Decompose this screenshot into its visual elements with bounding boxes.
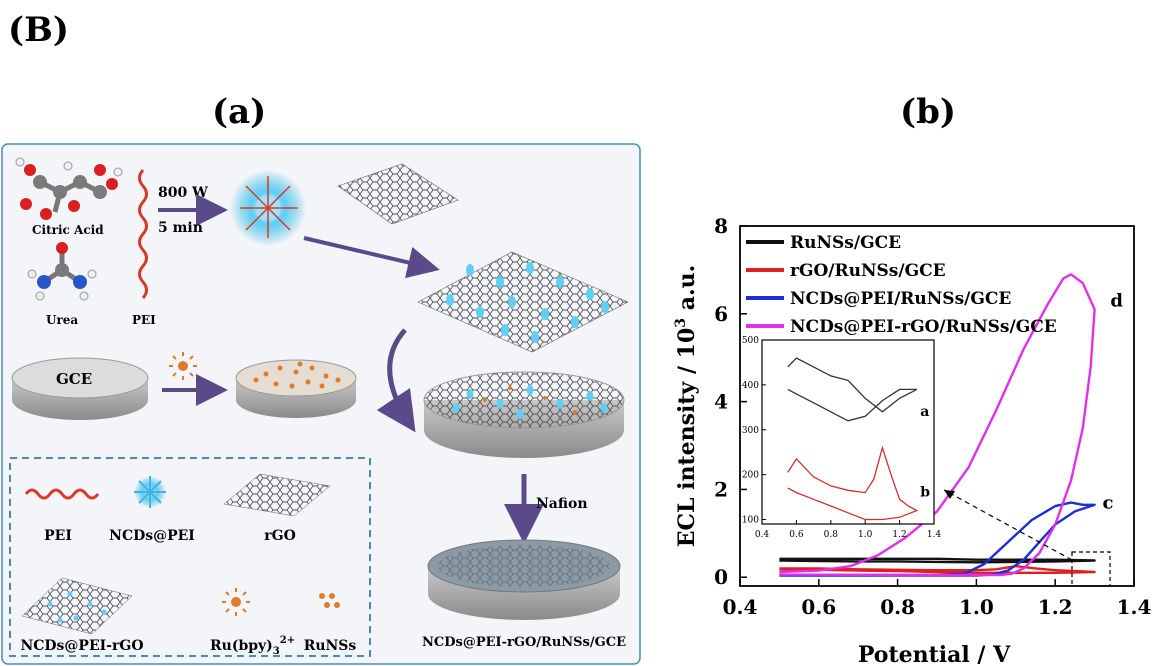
- curved-arrow-icon: [376, 328, 416, 433]
- y-axis: 0 2 4 6 8: [714, 214, 747, 589]
- panel-a-label: (a): [212, 92, 267, 132]
- y-tick-label: 2: [714, 477, 728, 501]
- gce-electrode-icon: [11, 357, 149, 420]
- inset-y-tick-label: 400: [742, 381, 759, 391]
- y-tick-label: 8: [714, 214, 728, 238]
- legend-runss-icon: [319, 593, 340, 608]
- y-tick-label: 0: [714, 565, 728, 589]
- pei-label: PEI: [132, 313, 156, 327]
- x-tick-label: 0.4: [723, 595, 758, 619]
- legend-ncds-pei-rgo-icon: [21, 577, 133, 635]
- rgo-sheet-icon: [337, 163, 459, 225]
- legend-ru-bpy-icon: [222, 588, 250, 616]
- inset-x-tick-label: 0.6: [789, 530, 804, 540]
- inset-x-tick-label: 1.0: [858, 530, 873, 540]
- legend-entry: NCDs@PEI-rGO/RuNSs/GCE: [790, 317, 1057, 337]
- y-axis-label: ECL intensity / 103 a.u.: [673, 265, 700, 548]
- curve-label-c: c: [1102, 493, 1113, 514]
- inset-x-tick-label: 0.4: [755, 530, 770, 540]
- y-tick-label: 6: [714, 302, 728, 326]
- inset-frame: [761, 339, 935, 525]
- zoom-region-box: [1071, 551, 1111, 587]
- citric-acid-label: Citric Acid: [32, 223, 104, 237]
- series-line-b: [779, 565, 1096, 574]
- x-tick-label: 1.2: [1038, 595, 1073, 619]
- runss-gce-electrode-icon: [235, 359, 357, 418]
- chart-legend: RuNSs/GCE rGO/RuNSs/GCE NCDs@PEI/RuNSs/GCE…: [746, 233, 1057, 337]
- curve-label-d: d: [1110, 291, 1123, 312]
- inset-y-tick-label: 300: [742, 426, 759, 436]
- x-axis-label: Potential / V: [858, 642, 1011, 666]
- series-line-d: [779, 273, 1096, 577]
- legend-ru-bpy-label: Ru(bpy)32+: [210, 635, 295, 657]
- legend-entry: RuNSs/GCE: [790, 233, 901, 253]
- inset-x-tick-label: 1.4: [927, 530, 942, 540]
- x-tick-label: 0.6: [801, 595, 836, 619]
- citric-acid-molecule-icon: [15, 157, 123, 220]
- inset-y-tick-label: 100: [742, 516, 759, 526]
- legend-ncds-pei-icon: [134, 476, 166, 508]
- inset-plot: 0.4 0.6 0.8 1.0 1.2 1.4 100 200 300 400 500 a b: [742, 336, 942, 540]
- ru-bpy-sun-icon: [169, 352, 197, 380]
- series-group: [779, 273, 1096, 577]
- inset-series-line-a: [787, 357, 918, 422]
- legend-box: [9, 457, 371, 657]
- final-electrode-icon: [427, 539, 621, 620]
- zoom-arrowhead-icon: [944, 490, 955, 499]
- time-label: 5 min: [158, 220, 203, 236]
- x-tick-label: 0.8: [880, 595, 915, 619]
- urea-label: Urea: [46, 313, 78, 327]
- legend-rgo-label: rGO: [264, 528, 296, 544]
- y-tick-label: 4: [714, 390, 728, 414]
- legend-entry: NCDs@PEI/RuNSs/GCE: [790, 289, 1011, 309]
- zoom-arrow-icon: [943, 489, 1073, 561]
- legend-entry: rGO/RuNSs/GCE: [790, 261, 946, 281]
- ecl-chart: 0.4 0.6 0.8 1.0 1.2 1.4 0 2 4 6 8 Potential / V E…: [673, 214, 1152, 666]
- final-electrode-label: NCDs@PEI-rGO/RuNSs/GCE: [422, 635, 626, 650]
- ncds-pei-particle-icon: [230, 170, 306, 246]
- ncds-pei-rgo-sheet-icon: [417, 251, 629, 353]
- figure-label: (B): [8, 10, 69, 50]
- legend-pei-label: PEI: [44, 528, 72, 544]
- legend-ncds-pei-rgo-label: NCDs@PEI-rGO: [20, 638, 143, 654]
- x-axis: 0.4 0.6 0.8 1.0 1.2 1.4: [723, 579, 1152, 619]
- power-label: 800 W: [158, 185, 208, 201]
- nafion-label: Nafion: [536, 496, 588, 512]
- legend-runss-label: RuNSs: [304, 638, 357, 654]
- gce-label: GCE: [56, 370, 92, 388]
- pei-strand-icon: [138, 169, 148, 299]
- inset-y-tick-label: 500: [742, 336, 759, 346]
- curve-labels: cd: [1102, 291, 1123, 514]
- inset-curve-label-b: b: [920, 485, 930, 501]
- urea-molecule-icon: [27, 242, 97, 301]
- inset-x-tick-label: 1.2: [892, 530, 906, 540]
- ncds-pei-rgo-runss-gce-electrode-icon: [423, 371, 625, 458]
- inset-x-tick-label: 0.8: [824, 530, 839, 540]
- panel-b-label: (b): [900, 92, 956, 132]
- legend-pei-icon: [24, 488, 100, 500]
- legend-ncds-pei-label: NCDs@PEI: [109, 528, 195, 544]
- x-tick-label: 1.0: [959, 595, 994, 619]
- inset-series-line-b: [787, 445, 919, 521]
- series-line-a: [779, 557, 1096, 564]
- legend-rgo-icon: [223, 473, 331, 517]
- inset-y-tick-label: 200: [742, 471, 759, 481]
- arrow-2-icon: [303, 236, 440, 279]
- synthesis-scheme: Citric Acid Urea PEI 800 W 5 min: [1, 143, 641, 665]
- inset-curve-label-a: a: [920, 404, 929, 420]
- x-tick-label: 1.4: [1117, 595, 1152, 619]
